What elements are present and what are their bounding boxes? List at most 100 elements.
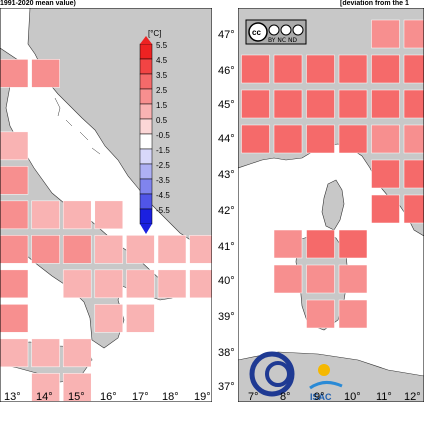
- colorbar-tick-label: 2.5: [156, 86, 168, 95]
- grid-cell: [0, 304, 29, 333]
- colorbar-segment: [139, 163, 153, 180]
- grid-cell: [31, 59, 60, 88]
- cnr-logo: [249, 351, 295, 397]
- by-icon: [268, 24, 280, 36]
- right-lon-axis: 7° 8° 9° 10° 11° 12°: [248, 391, 421, 402]
- colorbar-tick-label: -3.5: [156, 176, 170, 185]
- grid-cell: [273, 264, 303, 294]
- right-panel-header: [deviation from the 1: [340, 0, 409, 7]
- grid-cell: [371, 89, 400, 119]
- colorbar-segment: [139, 193, 153, 210]
- lon-label: 13°: [4, 391, 21, 402]
- lon-label: 16°: [100, 391, 117, 402]
- grid-cell: [0, 166, 29, 195]
- grid-cell: [62, 373, 92, 402]
- colorbar-segments: [139, 36, 153, 234]
- lat-label: 45°: [218, 99, 235, 111]
- cc-badge-text: BY NC ND: [268, 37, 297, 44]
- colorbar-segment: [139, 118, 153, 135]
- colorbar-segment: [139, 58, 153, 75]
- grid-cell: [31, 373, 60, 402]
- grid-cell: [306, 124, 335, 154]
- grid-cell: [94, 269, 124, 299]
- colorbar-segment: [139, 208, 153, 225]
- grid-cell: [31, 338, 60, 368]
- lat-label: 37°: [218, 381, 235, 393]
- grid-cell: [241, 89, 270, 119]
- left-lon-axis: 13° 14° 15° 16° 17° 18° 19°: [4, 391, 211, 402]
- grid-cell: [62, 338, 92, 368]
- grid-cell: [338, 54, 368, 84]
- grid-cell: [0, 200, 29, 230]
- grid-cell: [371, 159, 400, 189]
- colorbar-ticks: 5.5 4.5 3.5 2.5 1.5 0.5 -0.5 -1.5 -2.5 -…: [156, 41, 170, 215]
- colorbar-segment: [139, 133, 153, 150]
- lon-label: 19°: [194, 391, 211, 402]
- colorbar: [°C] 5.5 4.5 3.5 2.5 1.5 0.5 -0.5 -1.5 -…: [139, 29, 170, 234]
- grid-cell: [94, 235, 124, 264]
- colorbar-tick-label: -2.5: [156, 161, 170, 170]
- isac-sun-icon: [318, 364, 330, 376]
- cnr-logo-ring-outer: [249, 351, 295, 397]
- grid-cell: [403, 89, 424, 119]
- colorbar-segment: [139, 178, 153, 195]
- right-map: cc BY NC ND ISAC 7° 8° 9° 10° 11° 12°: [238, 8, 424, 402]
- grid-cell: [0, 59, 29, 88]
- grid-cell: [126, 235, 155, 264]
- grid-cell: [403, 194, 424, 224]
- lon-label: 10°: [344, 391, 361, 402]
- grid-cell: [273, 124, 303, 154]
- grid-cell: [31, 235, 60, 264]
- lon-label: 8°: [280, 391, 291, 402]
- lon-label: 14°: [36, 391, 53, 402]
- grid-cell: [189, 269, 212, 299]
- grid-cell: [306, 264, 335, 294]
- grid-cell: [62, 200, 92, 230]
- colorbar-arrow: [140, 36, 152, 44]
- grid-cell: [189, 235, 212, 264]
- grid-cell: [273, 89, 303, 119]
- grid-cell: [403, 54, 424, 84]
- grid-cell: [62, 269, 92, 299]
- grid-cell: [338, 264, 368, 294]
- isac-logo: ISAC: [309, 364, 343, 402]
- coast-islands: [54, 97, 101, 155]
- lon-label: 18°: [162, 391, 179, 402]
- colorbar-segment: [139, 43, 153, 60]
- lat-label: 39°: [218, 311, 235, 323]
- colorbar-title: [°C]: [148, 29, 161, 38]
- grid-cell: [306, 229, 335, 259]
- lon-label: 15°: [68, 391, 85, 402]
- grid-cell: [306, 299, 335, 329]
- colorbar-tick-label: -5.5: [156, 206, 170, 215]
- colorbar-segment: [139, 103, 153, 120]
- right-cells-group: [241, 19, 424, 329]
- grid-cell: [403, 19, 424, 49]
- corsica-land: [321, 179, 345, 231]
- grid-cell: [126, 269, 155, 299]
- lon-label: 12°: [404, 391, 421, 402]
- lat-label: 46°: [218, 65, 235, 77]
- lat-label: 40°: [218, 275, 235, 287]
- grid-cell: [0, 269, 29, 299]
- colorbar-tick-label: 3.5: [156, 71, 168, 80]
- colorbar-tick-label: -1.5: [156, 146, 170, 155]
- colorbar-segment: [139, 88, 153, 105]
- lon-label: 7°: [248, 391, 259, 402]
- lat-label: 47°: [218, 29, 235, 41]
- grid-cell: [403, 159, 424, 189]
- lat-label: 38°: [218, 347, 235, 359]
- left-cells-group: [0, 59, 212, 402]
- colorbar-tick-label: 1.5: [156, 101, 168, 110]
- grid-cell: [338, 229, 368, 259]
- grid-cell: [241, 54, 270, 84]
- grid-cell: [338, 124, 368, 154]
- grid-cell: [0, 338, 29, 368]
- colorbar-tick-label: 5.5: [156, 41, 168, 50]
- cc-icon: [248, 22, 268, 42]
- grid-cell: [0, 235, 29, 264]
- lat-label: 41°: [218, 241, 235, 253]
- grid-cell: [306, 54, 335, 84]
- nd-icon: [292, 24, 304, 36]
- grid-cell: [157, 269, 187, 299]
